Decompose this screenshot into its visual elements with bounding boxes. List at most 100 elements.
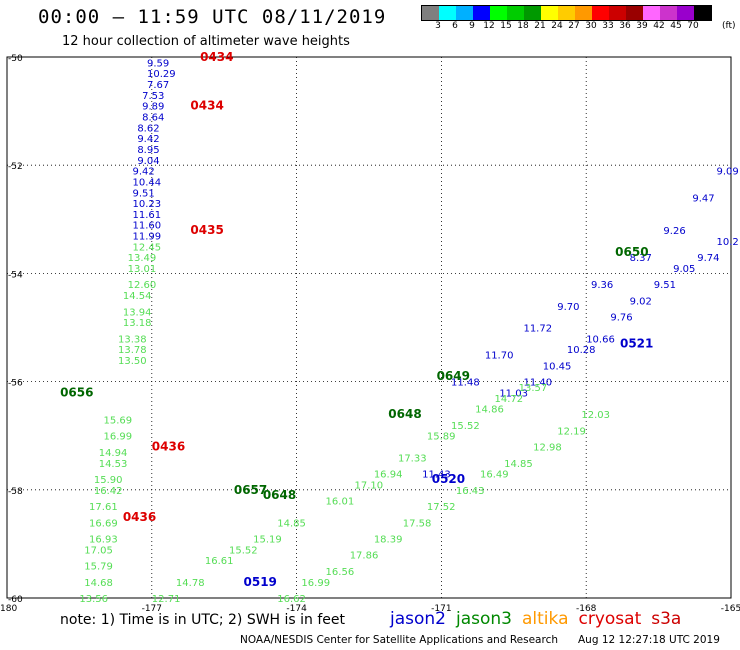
color-scale-label: 6 [452, 21, 458, 31]
color-scale-label: 30 [585, 21, 597, 31]
data-label-jason2: 9.51 [654, 280, 676, 291]
data-label-cryosat: 0436 [152, 440, 185, 454]
data-label-jason3: 13.94 [123, 307, 152, 318]
data-label-jason2: 9.42 [132, 167, 154, 178]
chart-subtitle: 12 hour collection of altimeter wave hei… [62, 34, 350, 49]
color-scale-cell [439, 6, 456, 20]
data-label-jason3: 15.90 [94, 475, 123, 486]
data-label-jason3: 17.52 [427, 502, 456, 513]
data-label-jason2: 10.44 [132, 177, 161, 188]
data-label-jason3: 13.57 [519, 383, 548, 394]
plot-frame [6, 56, 732, 599]
color-scale-cell [609, 6, 626, 20]
data-label-jason3: 12.71 [152, 594, 181, 605]
x-tick-label: -165 [721, 604, 740, 614]
data-label-jason3: 18.39 [374, 534, 403, 545]
data-label-passes: 0648 [388, 407, 421, 421]
color-scale-cell [490, 6, 507, 20]
color-scale-label: 42 [653, 21, 665, 31]
x-tick-label: -168 [576, 604, 597, 614]
data-label-jason2: 11.03 [499, 388, 528, 399]
data-label-jason2: 9.76 [610, 313, 632, 324]
data-label-jason2: 10.2 [717, 237, 739, 248]
color-scale-cell [422, 6, 439, 20]
data-label-jason2: 10.66 [586, 334, 615, 345]
color-scale-label: 45 [670, 21, 682, 31]
data-label-jason2: 11.40 [523, 378, 552, 389]
data-label-jason2: 8.37 [630, 253, 652, 264]
data-label-jason3: 16.43 [456, 486, 485, 497]
y-tick-label: -54 [8, 270, 23, 280]
data-label-jason3: 16.56 [326, 567, 355, 578]
data-label-jason2: 10.23 [132, 199, 161, 210]
data-label-jason2: 10.28 [567, 345, 596, 356]
data-label-jason2: 9.09 [717, 167, 739, 178]
x-tick-label: -180 [0, 604, 17, 614]
color-scale-cell [694, 6, 711, 20]
satellite-legend: jason2 jason3 altika cryosat s3a [390, 609, 691, 629]
data-label-jason2: 9.51 [132, 188, 154, 199]
data-label-cryosat: 0434 [200, 50, 233, 64]
data-label-jason2: 11.72 [523, 324, 552, 335]
color-scale-cell [507, 6, 524, 20]
chart-title: 00:00 – 11:59 UTC 08/11/2019 [38, 6, 387, 28]
data-label-jason3: 16.62 [277, 594, 306, 605]
data-label-jason3: 14.78 [176, 578, 205, 589]
color-scale-cell [524, 6, 541, 20]
data-label-jason2: 11.43 [422, 470, 451, 481]
color-scale-label: 39 [636, 21, 648, 31]
data-label-jason3: 15.89 [427, 432, 456, 443]
satellite-legend-s3a: s3a [651, 609, 682, 629]
data-label-jason3: 14.54 [123, 291, 152, 302]
data-label-jason3: 13.18 [123, 318, 152, 329]
color-scale-label: 36 [619, 21, 631, 31]
y-tick-label: -60 [8, 595, 23, 605]
footer-note: note: 1) Time is in UTC; 2) SWH is in fe… [60, 612, 346, 628]
data-label-jason3: 17.86 [350, 551, 379, 562]
color-scale-label: 9 [469, 21, 475, 31]
data-label-jason3: 17.05 [84, 545, 113, 556]
data-label-jason2: 9.36 [591, 280, 613, 291]
color-scale-cell [473, 6, 490, 20]
data-label-passes: 0657 [234, 483, 267, 497]
color-scale-label: 15 [500, 21, 512, 31]
data-label-jason3: 15.52 [451, 421, 480, 432]
data-label-jason3: 12.98 [533, 443, 562, 454]
data-label-jason2: 8.64 [142, 113, 164, 124]
data-label-jason3: 12.03 [581, 410, 610, 421]
data-label-jason3: 14.72 [494, 394, 523, 405]
y-tick-label: -52 [8, 162, 23, 172]
data-label-jason2_pass: 0519 [244, 575, 277, 589]
data-label-jason2: 9.04 [137, 156, 159, 167]
data-label-jason3: 16.99 [104, 432, 133, 443]
data-label-jason3: 16.42 [94, 486, 123, 497]
data-label-jason2: 9.89 [142, 102, 164, 113]
data-label-jason3: 16.49 [480, 470, 509, 481]
color-scale-cell [592, 6, 609, 20]
data-label-passes: 0649 [437, 369, 470, 383]
color-scale-cell [558, 6, 575, 20]
data-label-jason2: 8.62 [137, 123, 159, 134]
data-label-jason2: 11.70 [485, 351, 514, 362]
data-label-jason2: 7.67 [147, 80, 169, 91]
generated-timestamp: Aug 12 12:27:18 UTC 2019 [578, 634, 720, 646]
data-label-jason2: 11.61 [132, 210, 161, 221]
satellite-legend-jason2: jason2 [390, 609, 446, 629]
color-scale-cell [677, 6, 694, 20]
data-label-jason2: 10.45 [543, 361, 572, 372]
color-scale-cell [643, 6, 660, 20]
y-tick-label: -50 [8, 54, 23, 64]
data-label-jason2: 9.70 [557, 302, 579, 313]
color-scale-label: 27 [568, 21, 580, 31]
data-label-jason2: 7.53 [142, 91, 164, 102]
data-label-jason3: 12.45 [132, 242, 161, 253]
data-label-jason3: 15.69 [104, 415, 133, 426]
color-scale-cell [541, 6, 558, 20]
data-label-cryosat: 0434 [190, 99, 223, 113]
data-label-jason2: 11.48 [451, 378, 480, 389]
data-label-jason3: 16.93 [89, 534, 118, 545]
data-label-jason3: 14.53 [99, 459, 128, 470]
data-label-jason2_pass: 0520 [432, 472, 465, 486]
data-label-jason3: 17.10 [355, 480, 384, 491]
data-label-jason3: 16.01 [326, 497, 355, 508]
